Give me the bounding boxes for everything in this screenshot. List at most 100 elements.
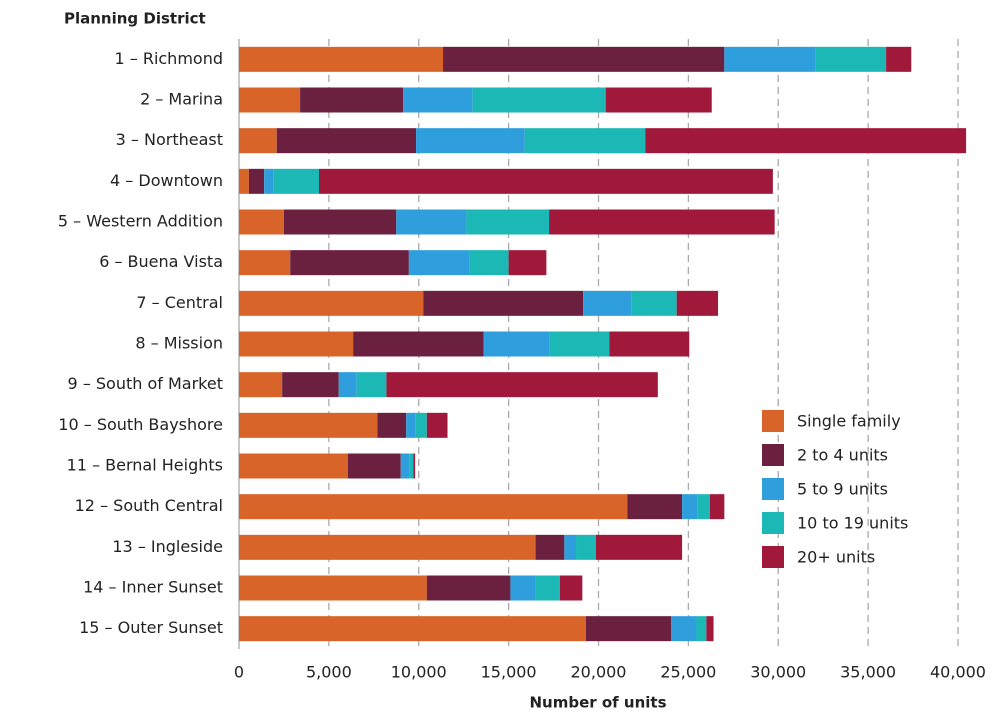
legend-swatch	[762, 478, 784, 500]
bar-segment	[406, 412, 416, 438]
y-tick-label: 15 – Outer Sunset	[79, 618, 223, 637]
bar-segment	[576, 534, 596, 560]
bar-segment	[483, 331, 550, 357]
bar-segment	[290, 250, 409, 276]
bar-segment	[631, 290, 677, 316]
bar-segment	[239, 87, 301, 113]
bar-segment	[443, 46, 725, 72]
y-axis-title: Planning District	[64, 10, 206, 28]
x-tick-label: 25,000	[660, 663, 716, 682]
bar-segment	[347, 453, 401, 479]
legend-label: 20+ units	[797, 548, 875, 567]
bar-segment	[409, 453, 414, 479]
bar-segment	[886, 46, 912, 72]
x-axis-title: Number of units	[529, 694, 666, 712]
bar-segment	[239, 453, 348, 479]
bar-segment	[264, 168, 274, 194]
bar-segment	[239, 128, 277, 154]
x-tick-label: 5,000	[306, 663, 352, 682]
bar-segment	[426, 412, 448, 438]
bar-segment	[239, 616, 586, 642]
bar-segment	[403, 87, 473, 113]
x-tick-label: 20,000	[571, 663, 627, 682]
bar-segment	[239, 209, 284, 235]
bar-segment	[396, 209, 467, 235]
y-tick-label: 10 – South Bayshore	[58, 415, 223, 434]
bar-segment	[239, 372, 283, 398]
bar-segment	[239, 168, 249, 194]
y-tick-label: 7 – Central	[136, 293, 223, 312]
bar-segment	[696, 616, 707, 642]
bar-segment	[353, 331, 484, 357]
y-tick-label: 1 – Richmond	[114, 49, 223, 68]
bar-segment	[400, 453, 410, 479]
bar-segment	[413, 453, 416, 479]
bar-segment	[595, 534, 683, 560]
bar-segment	[423, 290, 584, 316]
bar-segment	[697, 494, 710, 520]
bar-segment	[645, 128, 967, 154]
bar-segment	[239, 290, 424, 316]
bar-segment	[508, 250, 547, 276]
legend-swatch	[762, 546, 784, 568]
bar-segment	[273, 168, 319, 194]
legend-swatch	[762, 444, 784, 466]
bar-segment	[627, 494, 683, 520]
bar-segment	[609, 331, 690, 357]
bar-segment	[559, 575, 583, 601]
bar-segment	[564, 534, 577, 560]
bar-segment	[469, 250, 509, 276]
x-tick-label: 15,000	[481, 663, 537, 682]
legend-label: Single family	[797, 412, 901, 431]
bar-segment	[282, 372, 339, 398]
bar-segment	[415, 412, 427, 438]
bar-segment	[239, 331, 354, 357]
bar-segment	[671, 616, 697, 642]
y-tick-label: 9 – South of Market	[68, 374, 223, 393]
bar-segment	[535, 534, 565, 560]
bar-segment	[466, 209, 550, 235]
bar-segment	[283, 209, 397, 235]
bar-segment	[386, 372, 658, 398]
bar-segment	[549, 209, 775, 235]
y-tick-label: 11 – Bernal Heights	[67, 456, 223, 475]
x-tick-label: 30,000	[750, 663, 806, 682]
legend-label: 10 to 19 units	[797, 514, 908, 533]
bar-segment	[239, 494, 628, 520]
y-tick-label: 12 – South Central	[75, 496, 223, 515]
y-tick-label: 4 – Downtown	[110, 171, 223, 190]
y-tick-label: 3 – Northeast	[116, 130, 223, 149]
bar-segment	[276, 128, 417, 154]
bar-segment	[239, 250, 291, 276]
bar-segment	[338, 372, 357, 398]
bar-segment	[377, 412, 407, 438]
y-tick-label: 6 – Buena Vista	[99, 252, 223, 271]
bar-segment	[585, 616, 672, 642]
bar-segment	[318, 168, 773, 194]
bar-segment	[239, 575, 427, 601]
bar-segment	[248, 168, 265, 194]
bar-segment	[300, 87, 404, 113]
bar-segment	[549, 331, 610, 357]
bar-segment	[239, 46, 444, 72]
bar-segment	[510, 575, 536, 601]
x-tick-label: 0	[234, 663, 244, 682]
bar-segment	[472, 87, 606, 113]
legend-swatch	[762, 410, 784, 432]
bar-segment	[356, 372, 387, 398]
x-tick-label: 40,000	[930, 663, 986, 682]
x-tick-label: 10,000	[391, 663, 447, 682]
bar-segment	[724, 46, 816, 72]
bar-segment	[815, 46, 887, 72]
bar-segment	[416, 128, 525, 154]
bar-segment	[239, 534, 536, 560]
bar-segment	[605, 87, 712, 113]
y-tick-label: 8 – Mission	[135, 334, 223, 353]
bar-segment	[239, 412, 378, 438]
bar-segment	[583, 290, 632, 316]
y-tick-label: 5 – Western Addition	[58, 212, 223, 231]
bar-segment	[524, 128, 646, 154]
bar-segment	[535, 575, 560, 601]
y-tick-label: 14 – Inner Sunset	[83, 578, 223, 597]
